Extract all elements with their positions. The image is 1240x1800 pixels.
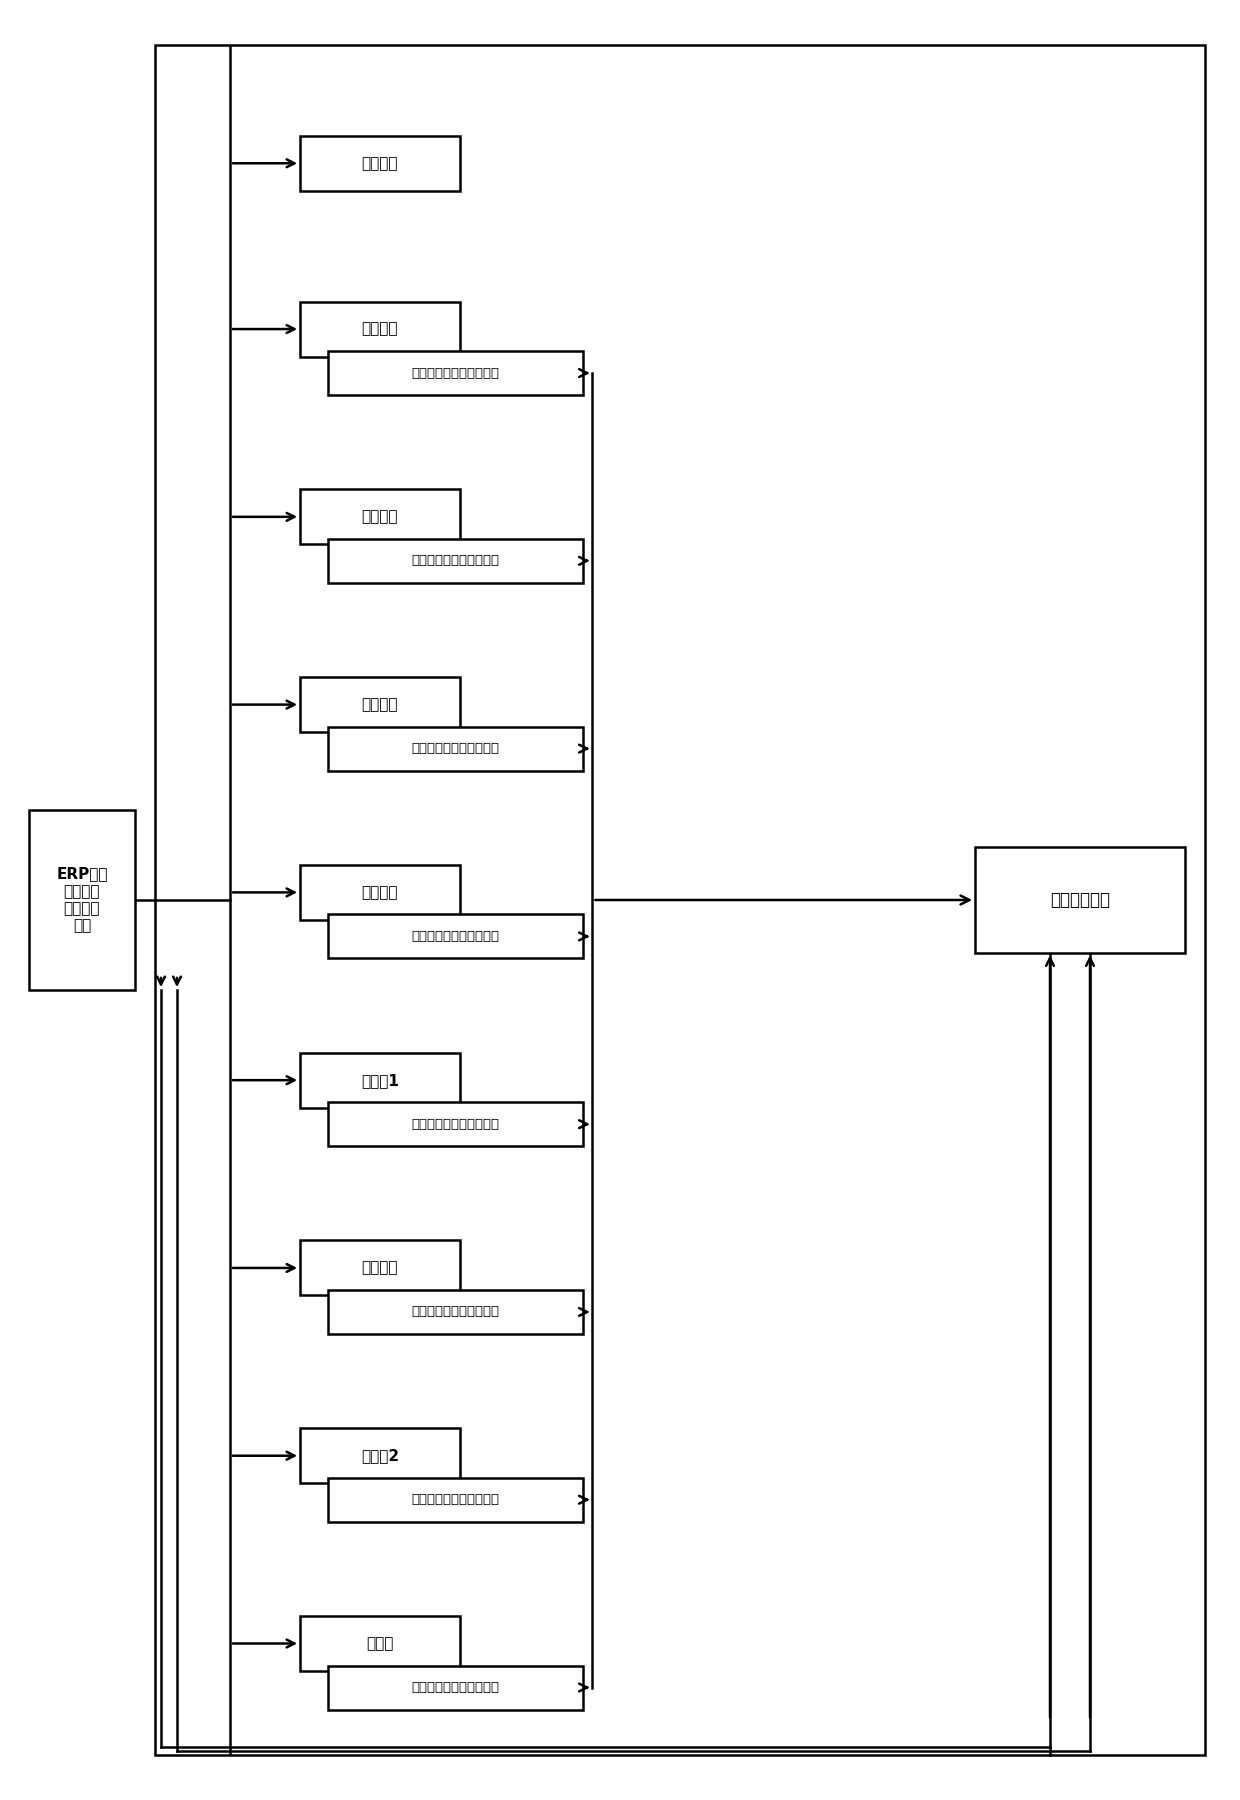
Text: 读码、更新全产线数据库: 读码、更新全产线数据库 bbox=[410, 367, 498, 380]
Bar bbox=[300, 135, 460, 191]
Bar bbox=[327, 1102, 583, 1147]
Bar bbox=[327, 1665, 583, 1710]
Bar bbox=[300, 490, 460, 544]
Text: 读码、更新全产线数据库: 读码、更新全产线数据库 bbox=[410, 1305, 498, 1318]
Text: 全产线数据库: 全产线数据库 bbox=[1050, 891, 1110, 909]
Text: 磨边设备: 磨边设备 bbox=[362, 697, 398, 713]
Text: 钒化设备: 钒化设备 bbox=[362, 1260, 398, 1276]
Text: 读码、更新全产线数据库: 读码、更新全产线数据库 bbox=[410, 931, 498, 943]
Text: 中空线: 中空线 bbox=[366, 1636, 393, 1651]
Text: 清洗设备: 清洗设备 bbox=[362, 886, 398, 900]
Bar bbox=[327, 351, 583, 394]
Text: 打码设备: 打码设备 bbox=[362, 322, 398, 337]
Text: 读码、更新全产线数据库: 读码、更新全产线数据库 bbox=[410, 1681, 498, 1694]
Text: 理片库1: 理片库1 bbox=[361, 1073, 399, 1087]
Bar bbox=[300, 302, 460, 356]
Bar bbox=[300, 864, 460, 920]
Bar bbox=[327, 538, 583, 583]
Text: 原片仓储: 原片仓储 bbox=[362, 157, 398, 171]
Text: ERP系统
（包含切
割优化模
块）: ERP系统 （包含切 割优化模 块） bbox=[56, 866, 108, 934]
Text: 读码、更新全产线数据库: 读码、更新全产线数据库 bbox=[410, 1118, 498, 1130]
Bar bbox=[30, 810, 134, 990]
Bar bbox=[300, 1427, 460, 1483]
Bar bbox=[327, 727, 583, 770]
Text: 读码、更新全产线数据库: 读码、更新全产线数据库 bbox=[410, 742, 498, 756]
Bar bbox=[975, 848, 1185, 952]
Text: 切割设备: 切割设备 bbox=[362, 509, 398, 524]
Bar bbox=[300, 1053, 460, 1107]
Text: 读码、更新全产线数据库: 读码、更新全产线数据库 bbox=[410, 554, 498, 567]
Bar bbox=[300, 1616, 460, 1670]
Bar bbox=[327, 1291, 583, 1334]
Text: 读码、更新全产线数据库: 读码、更新全产线数据库 bbox=[410, 1494, 498, 1507]
Bar bbox=[155, 45, 1205, 1755]
Bar bbox=[327, 914, 583, 958]
Bar bbox=[300, 677, 460, 733]
Text: 理片库2: 理片库2 bbox=[361, 1449, 399, 1463]
Bar bbox=[327, 1478, 583, 1521]
Bar bbox=[300, 1240, 460, 1296]
